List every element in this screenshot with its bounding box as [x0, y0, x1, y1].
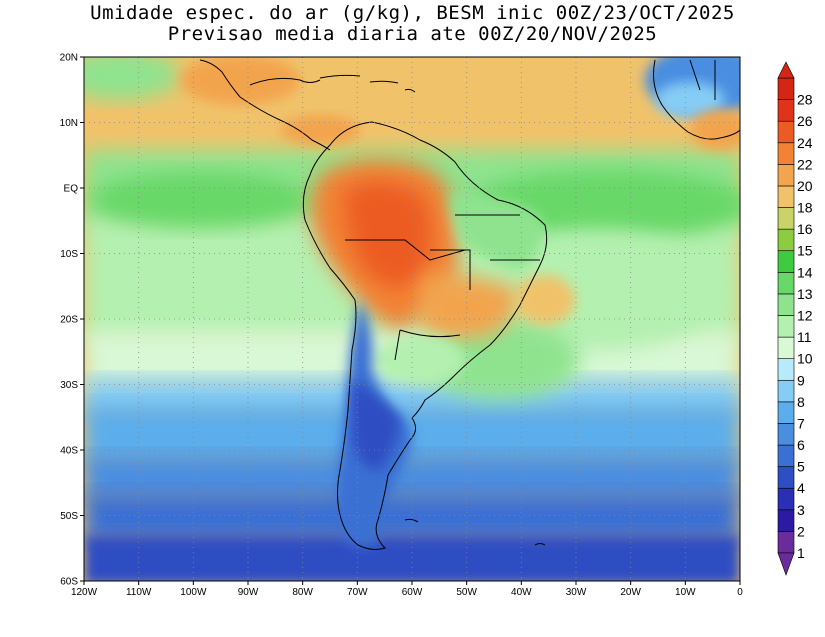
colorbar-label: 6 — [797, 437, 805, 453]
colorbar-min-arrow — [777, 552, 795, 576]
lon-tick-label: 0 — [737, 587, 743, 598]
lon-tick-label: 50W — [456, 587, 477, 598]
colorbar-swatch — [777, 336, 795, 359]
colorbar-label: 11 — [797, 329, 812, 345]
colorbar-label: 20 — [797, 178, 813, 194]
lon-tick-label: 60W — [402, 587, 423, 598]
lon-tick-label: 10W — [675, 587, 696, 598]
lon-tick-label: 70W — [347, 587, 368, 598]
colorbar-label: 15 — [797, 243, 813, 259]
lat-tick-label: 20N — [60, 53, 78, 64]
colorbar-swatch — [777, 77, 795, 100]
colorbar-swatch — [777, 272, 795, 295]
humidity-field — [84, 57, 740, 581]
colorbar-label: 1 — [797, 545, 805, 561]
colorbar-swatch — [777, 185, 795, 208]
colorbar-swatch — [777, 401, 795, 424]
colorbar-swatch — [777, 444, 795, 467]
lat-tick-label: 20S — [60, 315, 78, 326]
colorbar-swatch — [777, 358, 795, 381]
colorbar-swatch — [777, 228, 795, 252]
colorbar-label: 2 — [797, 523, 805, 539]
colorbar-swatch — [777, 250, 795, 273]
lat-tick-label: 60S — [60, 577, 78, 588]
colorbar-swatch — [777, 423, 795, 446]
lat-tick-label: EQ — [64, 184, 79, 195]
colorbar-label: 18 — [797, 200, 813, 216]
lat-tick-label: 50S — [60, 511, 78, 522]
lon-tick-label: 20W — [620, 587, 641, 598]
lon-tick-label: 110W — [126, 587, 152, 598]
colorbar-label: 8 — [797, 394, 805, 410]
colorbar-label: 9 — [797, 372, 805, 388]
colorbar-swatch — [777, 99, 795, 122]
colorbar-label: 7 — [797, 415, 805, 431]
lon-tick-label: 80W — [292, 587, 313, 598]
colorbar-max-arrow — [777, 61, 795, 79]
lat-tick-label: 10S — [60, 249, 78, 260]
chart-subtitle: Previsao media diaria ate 00Z/20/NOV/202… — [167, 23, 658, 45]
colorbar-label: 28 — [797, 92, 813, 108]
colorbar-label: 13 — [797, 286, 813, 302]
colorbar-swatch — [777, 509, 795, 532]
colorbar-label: 26 — [797, 113, 813, 129]
lon-tick-label: 100W — [180, 587, 207, 598]
colorbar-swatch — [777, 531, 795, 554]
colorbar-swatch — [777, 120, 795, 144]
colorbar-swatch — [777, 487, 795, 511]
colorbar-label: 10 — [797, 351, 813, 367]
lon-tick-label: 120W — [71, 587, 98, 598]
coastlines — [199, 59, 740, 550]
colorbar-label: 3 — [797, 502, 805, 518]
lat-tick-label: 30S — [60, 380, 78, 391]
colorbar-label: 16 — [797, 221, 813, 237]
colorbar-label: 5 — [797, 459, 805, 475]
lon-tick-label: 40W — [511, 587, 532, 598]
longitude-axis: 120W 110W 100W 90W 80W 70W 60W 50W 40W 30W 20W 10W 0 — [71, 581, 743, 598]
colorbar-swatch — [777, 142, 795, 165]
colorbar-swatch — [777, 164, 795, 187]
latitude-axis: 20N 10N EQ 10S 20S 30S 40S 50S 60S — [60, 53, 84, 588]
colorbar-swatch — [777, 379, 795, 403]
lon-tick-label: 90W — [238, 587, 259, 598]
lon-tick-label: 30W — [566, 587, 587, 598]
colorbar-swatch — [777, 466, 795, 489]
colorbar-label: 4 — [797, 480, 805, 496]
chart-title: Umidade espec. do ar (g/kg), BESM inic 0… — [90, 2, 735, 24]
colorbar-label: 14 — [797, 264, 813, 280]
colorbar-swatch — [777, 315, 795, 338]
colorbar-swatch — [777, 293, 795, 316]
lat-tick-label: 10N — [60, 118, 78, 129]
colorbar-label: 22 — [797, 156, 813, 172]
colorbar-swatch — [777, 207, 795, 230]
colorbar-label: 24 — [797, 135, 813, 151]
colorbar-label: 12 — [797, 308, 813, 324]
lat-tick-label: 40S — [60, 446, 78, 457]
